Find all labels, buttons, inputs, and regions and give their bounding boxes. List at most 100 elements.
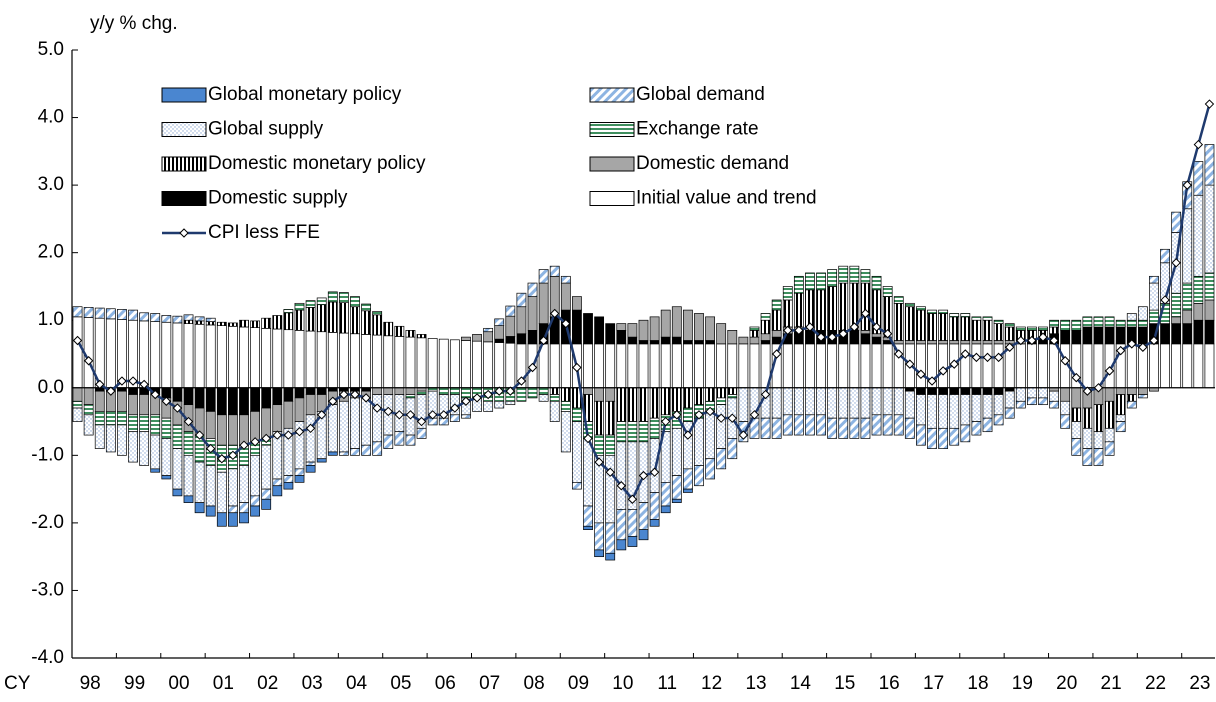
- bar-segment: [1093, 326, 1104, 345]
- bar-segment: [94, 390, 105, 412]
- bar-segment: [1082, 343, 1093, 389]
- bar-segment: [760, 313, 771, 321]
- line-marker: [1082, 386, 1093, 396]
- bar-segment: [583, 343, 593, 389]
- bar-segment: [216, 387, 227, 416]
- line-marker: [572, 362, 582, 373]
- line-marker: [472, 393, 482, 403]
- line-marker: [938, 366, 948, 376]
- bar-segment: [1171, 316, 1182, 324]
- line-marker: [1004, 342, 1015, 352]
- bar-segment: [338, 451, 349, 456]
- line-marker: [949, 359, 959, 369]
- bar-segment: [1137, 326, 1148, 345]
- bar-segment: [1160, 343, 1170, 389]
- bar-segment: [716, 404, 727, 449]
- bar-segment: [660, 309, 671, 338]
- x-tick-label: 05: [390, 673, 411, 694]
- bar-segment: [1015, 387, 1026, 402]
- legend-label: Domestic monetary policy: [208, 153, 426, 174]
- bar-segment: [616, 421, 627, 443]
- line-marker: [882, 329, 893, 339]
- bar-segment: [1182, 323, 1193, 345]
- line-marker: [971, 352, 982, 363]
- bar-segment: [1038, 343, 1048, 389]
- bar-segment: [660, 343, 671, 389]
- line-marker: [106, 386, 116, 396]
- line-marker: [616, 481, 627, 491]
- bar-segment: [760, 333, 771, 341]
- bar-segment: [516, 333, 527, 345]
- bar-segment: [183, 319, 194, 324]
- line-marker: [1171, 258, 1181, 268]
- bar-segment: [1104, 427, 1115, 443]
- bar-segment: [216, 325, 227, 389]
- bar-segment: [793, 275, 804, 294]
- line-marker: [450, 403, 460, 413]
- bar-segment: [1082, 427, 1093, 449]
- bar-segment: [538, 394, 549, 402]
- legend-label: Domestic demand: [636, 153, 789, 174]
- bar-segment: [1193, 194, 1204, 277]
- bar-segment: [338, 292, 349, 304]
- bar-segment: [960, 340, 971, 345]
- bar-segment: [682, 488, 693, 493]
- line-marker: [316, 410, 327, 420]
- legend-marker: [179, 228, 189, 238]
- line-marker: [527, 362, 538, 373]
- bar-segment: [1137, 394, 1148, 399]
- legend-swatch: [161, 156, 207, 172]
- bar-segment: [694, 340, 704, 345]
- bar-segment: [927, 427, 937, 449]
- line-marker: [239, 440, 249, 450]
- x-tick-label: 06: [435, 673, 456, 694]
- bar-segment: [916, 424, 926, 446]
- bar-segment: [1160, 323, 1170, 345]
- bar-segment: [560, 411, 571, 453]
- bar-segment: [849, 343, 860, 389]
- line-marker: [283, 430, 294, 440]
- legend-label: Global supply: [208, 119, 324, 140]
- bar-segment: [705, 411, 715, 460]
- bar-segment: [338, 400, 349, 453]
- bar-segment: [738, 336, 749, 345]
- bar-segment: [738, 343, 749, 389]
- bar-segment: [205, 465, 216, 507]
- bar-segment: [372, 394, 383, 443]
- bar-segment: [793, 414, 804, 436]
- bar-segment: [83, 404, 94, 416]
- x-tick-label: 99: [124, 673, 145, 694]
- x-tick-label: 22: [1145, 673, 1166, 694]
- bar-segment: [816, 289, 826, 331]
- bar-segment: [993, 319, 1004, 324]
- bar-segment: [361, 397, 371, 446]
- bar-segment: [128, 309, 138, 321]
- line-marker: [328, 396, 338, 406]
- bar-segment: [94, 424, 105, 449]
- bar-segment: [805, 272, 815, 291]
- bar-segment: [505, 305, 516, 317]
- line-marker: [794, 325, 804, 336]
- line-marker: [372, 403, 382, 413]
- line-marker: [638, 470, 649, 481]
- bar-segment: [150, 414, 161, 436]
- line-marker: [905, 359, 915, 369]
- x-tick-label: 17: [923, 673, 944, 694]
- line-marker: [1138, 342, 1148, 352]
- bar-segment: [716, 323, 727, 345]
- bar-segment: [1104, 441, 1115, 456]
- bar-segment: [1126, 319, 1137, 328]
- bar-segment: [849, 387, 860, 419]
- bar-segment: [1149, 282, 1159, 311]
- bar-segment: [1071, 387, 1082, 409]
- bar-segment: [239, 326, 249, 389]
- legend-label: Initial value and trend: [636, 188, 817, 209]
- bar-segment: [782, 286, 793, 301]
- bar-segment: [572, 309, 582, 345]
- line-marker: [683, 430, 693, 440]
- bar-segment: [583, 525, 593, 530]
- bar-segment: [927, 387, 937, 395]
- bar-segment: [261, 498, 272, 510]
- line-marker: [505, 386, 516, 396]
- x-tick-label: 20: [1056, 673, 1077, 694]
